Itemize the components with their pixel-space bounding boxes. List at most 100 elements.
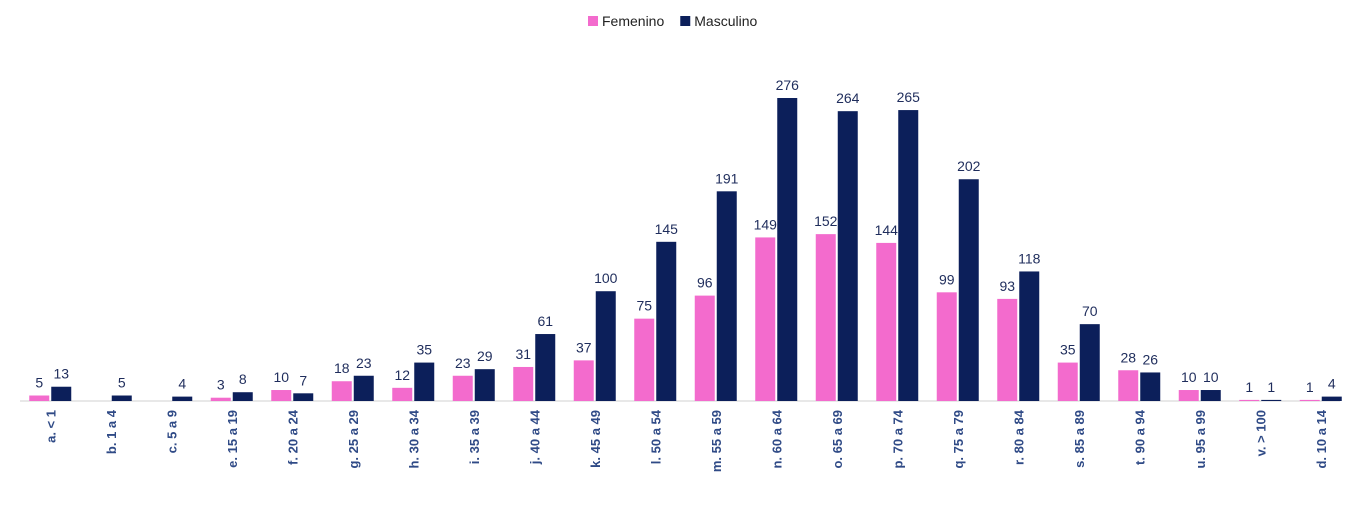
bar <box>1118 370 1139 401</box>
bar <box>1178 390 1199 401</box>
value-label: 37 <box>576 339 592 355</box>
x-tick-label: e. 15 a 19 <box>225 410 240 468</box>
value-label: 4 <box>178 376 186 392</box>
value-label: 28 <box>1120 349 1136 365</box>
bar <box>1079 324 1100 401</box>
legend-swatch <box>680 16 691 26</box>
bar <box>837 111 858 401</box>
x-tick-label: g. 25 a 29 <box>346 410 361 469</box>
value-label: 144 <box>875 222 899 238</box>
bar <box>815 234 836 401</box>
value-label: 61 <box>537 313 553 329</box>
bar <box>232 392 253 401</box>
bar <box>1057 362 1078 401</box>
bar <box>595 291 616 401</box>
x-tick-label: b. 1 a 4 <box>104 409 119 454</box>
value-label: 100 <box>594 270 618 286</box>
value-label: 264 <box>836 90 860 106</box>
legend-swatch <box>588 16 598 26</box>
value-label: 96 <box>697 275 713 291</box>
bar <box>111 395 132 401</box>
x-tick-label: s. 85 a 89 <box>1072 410 1087 468</box>
bar <box>474 369 495 401</box>
value-label: 99 <box>939 271 955 287</box>
value-label: 10 <box>273 369 289 385</box>
x-tick-label: u. 95 a 99 <box>1193 410 1208 469</box>
legend-label: Femenino <box>602 13 664 29</box>
x-tick-label: v. > 100 <box>1253 410 1268 456</box>
x-tick-label: r. 80 a 84 <box>1011 409 1026 465</box>
bar <box>331 381 352 401</box>
value-label: 5 <box>118 375 126 391</box>
bar <box>716 191 737 401</box>
value-label: 276 <box>776 77 800 93</box>
value-label: 1 <box>1306 379 1314 395</box>
value-label: 23 <box>455 355 471 371</box>
bar <box>1019 271 1040 401</box>
bar <box>876 242 897 401</box>
bar <box>1200 390 1221 401</box>
value-label: 149 <box>754 216 778 232</box>
value-label: 5 <box>35 375 43 391</box>
bar <box>51 386 72 401</box>
value-label: 118 <box>1018 250 1041 266</box>
bar <box>452 375 473 401</box>
bar <box>414 362 435 401</box>
value-label: 75 <box>636 298 652 314</box>
x-tick-label: m. 55 a 59 <box>709 410 724 472</box>
bar <box>573 360 594 401</box>
value-label: 10 <box>1181 369 1197 385</box>
bar <box>634 318 655 401</box>
bar <box>1261 399 1282 401</box>
x-tick-label: d. 10 a 14 <box>1314 409 1329 468</box>
value-label: 4 <box>1328 376 1336 392</box>
bar <box>898 110 919 402</box>
bar <box>271 390 292 401</box>
value-label: 23 <box>356 355 372 371</box>
x-tick-label: p. 70 a 74 <box>890 409 905 468</box>
bar <box>1239 399 1260 401</box>
x-tick-label: k. 45 a 49 <box>588 410 603 468</box>
bar <box>777 98 798 401</box>
value-label: 191 <box>715 170 739 186</box>
bar <box>755 237 776 401</box>
legend-label: Masculino <box>694 13 757 29</box>
value-label: 265 <box>897 89 921 105</box>
bar <box>293 393 314 401</box>
x-tick-label: f. 20 a 24 <box>285 409 300 465</box>
value-label: 29 <box>477 348 493 364</box>
value-label: 35 <box>416 342 432 358</box>
value-label: 145 <box>655 221 679 237</box>
value-label: 8 <box>239 371 247 387</box>
bar <box>29 395 50 401</box>
value-label: 10 <box>1203 369 1219 385</box>
x-tick-label: q. 75 a 79 <box>951 410 966 469</box>
bar <box>172 396 193 401</box>
x-tick-label: a. < 1 <box>43 410 58 443</box>
x-tick-label: j. 40 a 44 <box>527 409 542 465</box>
value-label: 12 <box>394 367 410 383</box>
x-tick-label: h. 30 a 34 <box>406 409 421 468</box>
x-tick-label: i. 35 a 39 <box>467 410 482 464</box>
x-tick-label: l. 50 a 54 <box>648 409 663 464</box>
bar <box>694 295 715 401</box>
x-tick-label: c. 5 a 9 <box>164 410 179 453</box>
bar <box>656 241 677 401</box>
bar <box>1140 372 1161 401</box>
bar <box>210 397 231 401</box>
value-label: 152 <box>814 213 838 229</box>
value-label: 93 <box>999 278 1015 294</box>
value-label: 18 <box>334 360 350 376</box>
x-tick-label: t. 90 a 94 <box>1132 409 1147 465</box>
value-label: 31 <box>515 346 531 362</box>
value-label: 13 <box>53 366 69 382</box>
x-tick-label: o. 65 a 69 <box>830 410 845 469</box>
value-label: 3 <box>217 377 225 393</box>
bar <box>392 387 413 401</box>
value-label: 35 <box>1060 342 1076 358</box>
x-tick-label: n. 60 a 64 <box>769 409 784 468</box>
value-label: 1 <box>1245 379 1253 395</box>
bar <box>958 179 979 401</box>
value-label: 202 <box>957 158 981 174</box>
